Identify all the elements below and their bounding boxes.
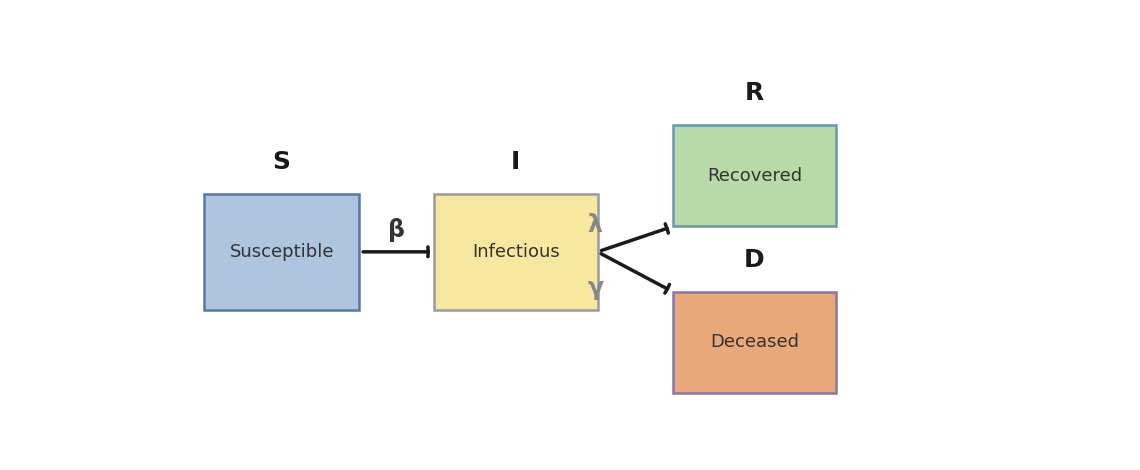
Text: Recovered: Recovered <box>707 167 801 185</box>
Text: γ: γ <box>587 276 603 300</box>
Text: Deceased: Deceased <box>710 333 799 351</box>
Text: Susceptible: Susceptible <box>229 243 334 261</box>
Text: β: β <box>388 218 405 242</box>
Text: I: I <box>511 150 520 174</box>
FancyBboxPatch shape <box>204 194 359 310</box>
FancyBboxPatch shape <box>673 291 836 393</box>
Text: Infectious: Infectious <box>472 243 560 261</box>
Text: R: R <box>744 81 764 105</box>
Text: λ: λ <box>588 213 603 237</box>
Text: S: S <box>272 150 291 174</box>
FancyBboxPatch shape <box>434 194 597 310</box>
FancyBboxPatch shape <box>673 125 836 227</box>
Text: D: D <box>744 248 765 272</box>
